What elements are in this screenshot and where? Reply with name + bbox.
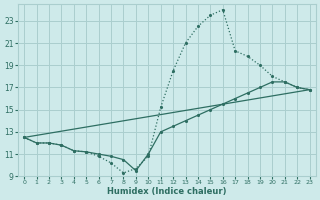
X-axis label: Humidex (Indice chaleur): Humidex (Indice chaleur): [107, 187, 227, 196]
